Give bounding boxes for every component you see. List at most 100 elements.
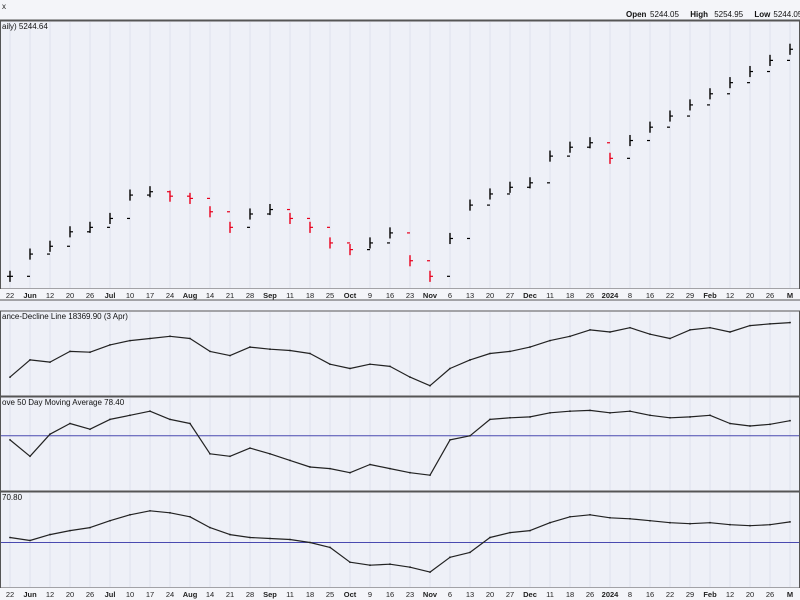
data-point-pct_above_50dma-19 (389, 467, 391, 470)
price-bar-1 (27, 248, 33, 277)
x-tick-label-bottom-5: Jul (105, 590, 116, 599)
data-point-pct_above_200dma-8 (169, 511, 171, 514)
data-point-pct_above_200dma-37 (749, 524, 751, 527)
data-point-ad_line-25 (509, 350, 511, 353)
data-point-pct_above_200dma-6 (129, 513, 131, 516)
data-point-ad_line-13 (269, 348, 271, 351)
x-tick-label-price-25: 27 (506, 291, 514, 300)
price-bar-19 (387, 227, 393, 244)
data-point-pct_above_50dma-5 (109, 418, 111, 421)
data-point-pct_above_200dma-9 (189, 515, 191, 518)
data-point-pct_above_50dma-35 (709, 414, 711, 417)
data-point-pct_above_50dma-28 (569, 410, 571, 413)
data-point-pct_above_50dma-1 (29, 455, 31, 458)
data-point-pct_above_50dma-21 (429, 474, 431, 477)
x-tick-label-bottom-24: 20 (486, 590, 494, 599)
data-point-ad_line-2 (49, 361, 51, 363)
x-tick-label-price-27: 11 (546, 291, 554, 300)
data-point-ad_line-30 (609, 331, 611, 333)
x-tick-label-price-19: 16 (386, 291, 394, 300)
data-point-pct_above_200dma-33 (669, 521, 671, 524)
ohlc-value-open: 5244.05 (650, 10, 679, 19)
data-point-ad_line-15 (309, 352, 311, 355)
data-point-pct_above_200dma-20 (409, 566, 411, 569)
x-tick-label-bottom-39: M (787, 590, 793, 599)
data-point-pct_above_200dma-21 (429, 571, 431, 574)
price-bar-18 (367, 237, 373, 251)
price-bar-6 (127, 189, 133, 220)
price-bar-4 (87, 221, 93, 233)
x-tick-label-price-8: 24 (166, 291, 174, 300)
price-bar-2 (47, 240, 53, 255)
x-axis-bottom: 22 Jun 12 20 26 Jul 10 17 24 Aug 14 21 28 Sep 11 18 25 Oc… (6, 590, 793, 599)
x-tick-label-bottom-21: Nov (423, 590, 438, 599)
data-point-pct_above_50dma-29 (589, 409, 591, 412)
x-tick-label-price-23: 13 (466, 291, 474, 300)
x-tick-label-bottom-0: 22 (6, 590, 14, 599)
x-tick-label-price-20: 23 (406, 291, 414, 300)
x-tick-label-bottom-13: Sep (263, 590, 277, 599)
data-point-ad_line-18 (369, 363, 371, 366)
ohlc-label-open: Open (626, 10, 647, 19)
data-point-ad_line-32 (649, 333, 651, 336)
price-bar-8 (167, 190, 173, 202)
x-tick-label-price-18: 9 (368, 291, 372, 300)
price-bar-16 (327, 226, 333, 249)
data-point-ad_line-26 (529, 346, 531, 348)
data-point-pct_above_200dma-23 (469, 551, 471, 554)
x-tick-label-bottom-18: 9 (368, 590, 372, 599)
x-tick-label-price-11: 21 (226, 291, 234, 300)
data-point-pct_above_50dma-32 (649, 414, 651, 417)
panel-labels: aily) 5244.64 ance-Decline Line 18369.90 … (2, 22, 128, 502)
data-point-ad_line-8 (169, 335, 171, 338)
data-point-pct_above_50dma-0 (9, 439, 11, 441)
x-tick-label-bottom-27: 11 (546, 590, 554, 599)
data-point-pct_above_50dma-7 (149, 410, 151, 413)
x-tick-label-price-16: 25 (326, 291, 334, 300)
data-point-ad_line-1 (29, 359, 31, 361)
x-tick-label-bottom-8: 24 (166, 590, 174, 599)
price-bar-15 (307, 217, 313, 233)
x-tick-label-bottom-20: 23 (406, 590, 414, 599)
data-point-ad_line-20 (409, 376, 411, 379)
data-point-pct_above_200dma-2 (49, 533, 51, 536)
price-bar-28 (567, 141, 573, 157)
x-tick-label-bottom-33: 22 (666, 590, 674, 599)
x-tick-label-bottom-11: 21 (226, 590, 234, 599)
x-tick-label-bottom-38: 26 (766, 590, 774, 599)
x-tick-label-price-24: 20 (486, 291, 494, 300)
data-point-pct_above_50dma-33 (669, 416, 671, 419)
data-point-ad_line-5 (109, 344, 111, 346)
x-tick-label-bottom-32: 16 (646, 590, 654, 599)
x-tick-label-bottom-15: 18 (306, 590, 314, 599)
data-point-ad_line-37 (749, 324, 751, 327)
data-point-pct_above_50dma-10 (209, 452, 211, 455)
x-tick-label-price-34: 29 (686, 291, 694, 300)
panel-label-pct_above_200dma: 70.80 (2, 493, 23, 502)
x-tick-label-price-13: Sep (263, 291, 277, 300)
x-tick-label-price-14: 11 (286, 291, 294, 300)
x-tick-label-price-9: Aug (183, 291, 198, 300)
x-tick-label-bottom-10: 14 (206, 590, 214, 599)
series-line-pct_above_50dma (9, 409, 791, 476)
price-bar-36 (727, 77, 733, 95)
data-point-pct_above_50dma-31 (629, 410, 631, 413)
x-tick-label-price-0: 22 (6, 291, 14, 300)
x-tick-label-bottom-29: 26 (586, 590, 594, 599)
data-point-pct_above_200dma-10 (209, 526, 211, 529)
data-point-pct_above_200dma-18 (369, 564, 371, 567)
x-tick-label-bottom-34: 29 (686, 590, 694, 599)
data-point-ad_line-11 (229, 354, 231, 357)
ohlc-value-low: 5244.05 (773, 10, 800, 19)
data-point-pct_above_50dma-18 (369, 463, 371, 466)
data-point-pct_above_200dma-39 (789, 521, 791, 523)
data-point-pct_above_200dma-3 (69, 529, 71, 532)
data-point-pct_above_50dma-6 (129, 414, 131, 417)
data-point-ad_line-35 (709, 326, 711, 329)
data-point-ad_line-34 (689, 328, 691, 331)
price-bar-14 (287, 208, 293, 225)
data-point-pct_above_50dma-25 (509, 416, 511, 419)
price-bar-9 (187, 192, 193, 204)
data-point-pct_above_50dma-26 (529, 416, 531, 418)
